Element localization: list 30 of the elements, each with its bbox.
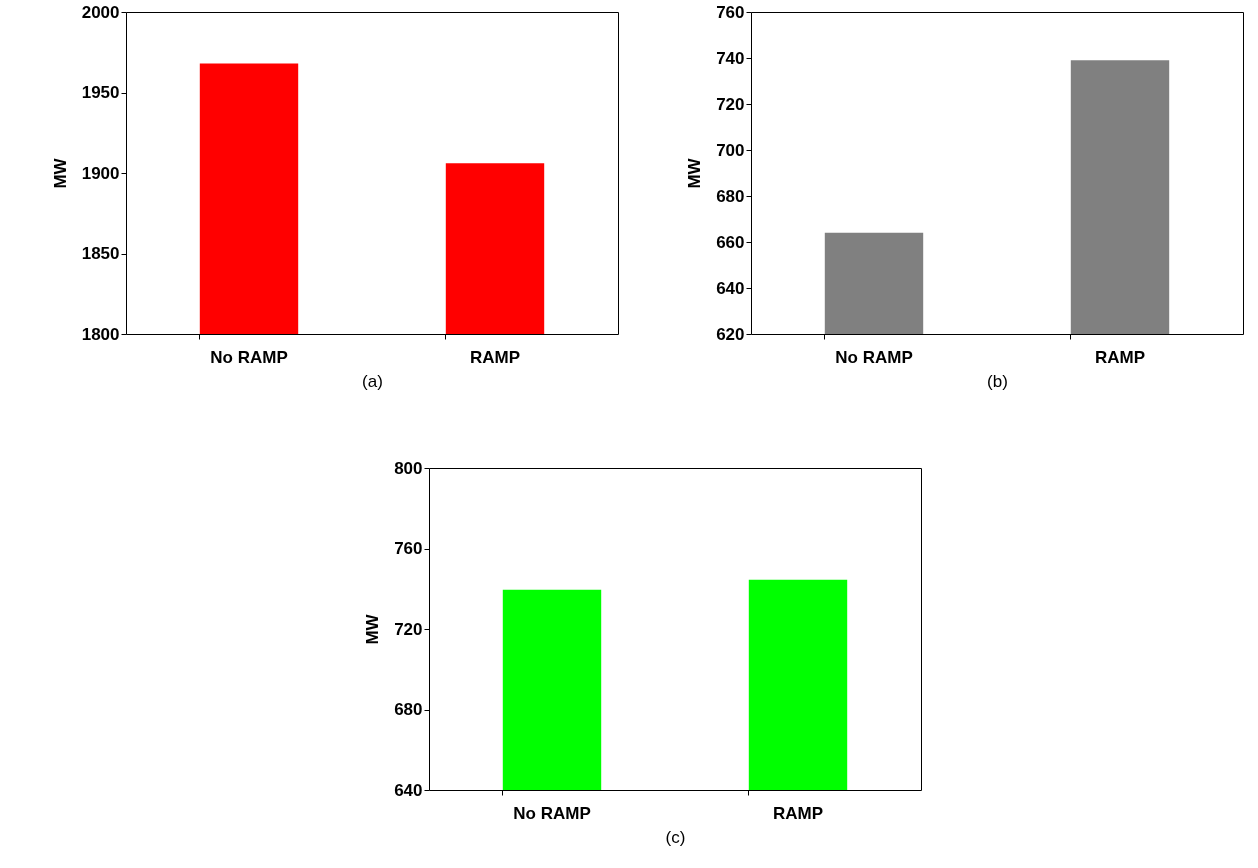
y-tick-label: 700: [716, 140, 745, 160]
y-tick-label: 620: [716, 324, 745, 344]
y-tick-label: 1850: [81, 244, 120, 263]
text: (c): [665, 827, 686, 847]
y-axis-title: MW: [685, 157, 705, 189]
y-axis-title: MW: [50, 157, 70, 189]
text: (b): [987, 371, 1008, 391]
y-tick-label: 720: [716, 94, 745, 114]
y-tick-label: 1900: [81, 163, 120, 183]
y-tick-label: 760: [394, 539, 423, 558]
y-tick-label: 680: [716, 186, 745, 206]
y-tick-label: 760: [716, 2, 745, 22]
y-tick-label: 640: [394, 780, 423, 800]
y-tick-label: 1950: [81, 83, 120, 102]
y-tick-label: 740: [716, 48, 745, 68]
y-tick-label: 1800: [81, 324, 120, 344]
y-tick-label: 680: [394, 700, 423, 719]
y-tick-label: 660: [716, 232, 745, 252]
x-tick-label: No RAMP: [513, 803, 591, 823]
text: (a): [362, 371, 383, 391]
y-tick-label: 640: [716, 278, 745, 298]
y-tick-label: 800: [394, 458, 423, 478]
x-tick-label: No RAMP: [210, 347, 288, 367]
y-tick-label: 2000: [81, 2, 120, 22]
x-tick-label: RAMP: [1094, 347, 1146, 367]
y-axis-title: MW: [363, 613, 383, 645]
x-tick-label: RAMP: [772, 803, 824, 823]
x-tick-label: RAMP: [469, 347, 521, 367]
x-tick-label: No RAMP: [835, 347, 913, 367]
y-tick-label: 720: [394, 619, 423, 639]
